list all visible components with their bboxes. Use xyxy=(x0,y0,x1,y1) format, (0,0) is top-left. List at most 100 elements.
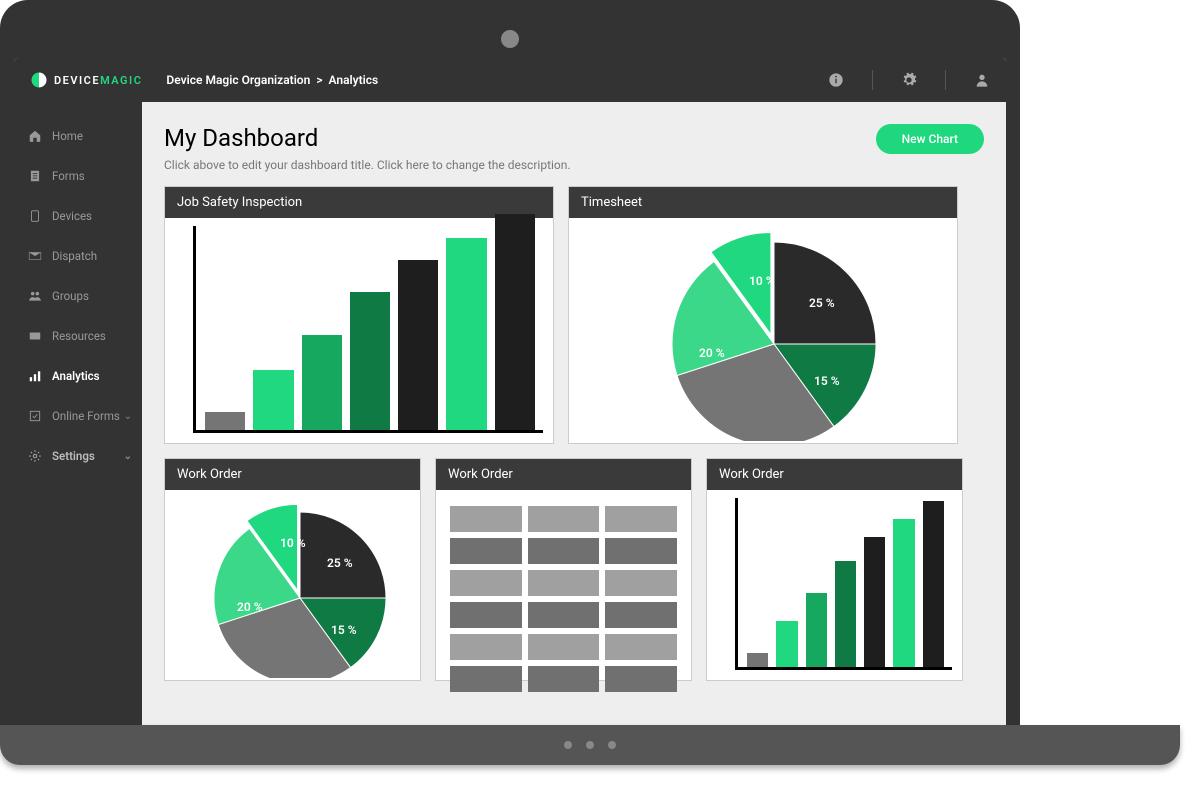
bar xyxy=(747,653,768,667)
chart-card[interactable]: Job Safety Inspection xyxy=(164,186,554,444)
table-cell xyxy=(605,570,677,596)
sidebar-item-settings[interactable]: Settings ⌄ xyxy=(14,436,142,476)
chart-card[interactable]: Work Order xyxy=(706,458,963,681)
camera-dot xyxy=(501,30,519,48)
breadcrumb-org[interactable]: Device Magic Organization xyxy=(166,73,310,87)
table-row xyxy=(450,506,677,532)
bar xyxy=(835,561,856,667)
sidebar-item-groups[interactable]: Groups xyxy=(14,276,142,316)
card-title: Work Order xyxy=(165,459,420,490)
table-cell xyxy=(450,666,522,692)
table-cell xyxy=(450,634,522,660)
sidebar-item-label: Groups xyxy=(52,289,89,303)
sidebar-item-label: Home xyxy=(52,129,83,143)
settings-icon xyxy=(28,449,42,463)
bar xyxy=(776,621,797,667)
topbar-divider xyxy=(872,70,873,90)
bar xyxy=(923,501,944,667)
sidebar-item-home[interactable]: Home xyxy=(14,116,142,156)
card-title: Work Order xyxy=(707,459,962,490)
chart-card[interactable]: Work Order xyxy=(435,458,692,681)
table-cell xyxy=(605,666,677,692)
breadcrumb-page[interactable]: Analytics xyxy=(329,73,379,87)
sidebar-item-label: Forms xyxy=(52,169,85,183)
bar xyxy=(806,593,827,667)
table-cell xyxy=(450,538,522,564)
breadcrumb[interactable]: Device Magic Organization > Analytics xyxy=(166,73,378,87)
page-title[interactable]: My Dashboard xyxy=(164,124,571,152)
sidebar-item-online-forms[interactable]: Online Forms ⌄ xyxy=(14,396,142,436)
table-cell xyxy=(528,570,600,596)
topbar: DEVICEMAGIC Device Magic Organization > … xyxy=(14,58,1006,102)
devices-icon xyxy=(28,209,42,223)
card-body xyxy=(707,490,962,680)
table-cell xyxy=(605,538,677,564)
card-body: 25 %15 %20 %10 % xyxy=(165,490,420,680)
table-cell xyxy=(528,602,600,628)
sidebar-item-label: Devices xyxy=(52,209,92,223)
table-cell xyxy=(450,570,522,596)
info-icon[interactable] xyxy=(828,72,844,88)
table-cell xyxy=(605,634,677,660)
laptop-base xyxy=(0,725,1180,765)
table-cell xyxy=(450,506,522,532)
topbar-divider xyxy=(945,70,946,90)
table-cell xyxy=(450,602,522,628)
sidebar-item-label: Analytics xyxy=(52,369,100,383)
table-row xyxy=(450,666,677,692)
chevron-down-icon: ⌄ xyxy=(124,451,132,462)
table-cell xyxy=(528,634,600,660)
sidebar-item-label: Online Forms xyxy=(52,409,120,423)
table-cell xyxy=(605,602,677,628)
bar xyxy=(253,370,293,430)
new-chart-button[interactable]: New Chart xyxy=(876,124,984,154)
card-body: 25 %15 %20 %10 % xyxy=(569,218,957,443)
analytics-icon xyxy=(28,369,42,383)
table-row xyxy=(450,570,677,596)
bar xyxy=(864,537,885,667)
chart-card[interactable]: Work Order25 %15 %20 %10 % xyxy=(164,458,421,681)
resources-icon xyxy=(28,329,42,343)
bar xyxy=(446,238,486,430)
sidebar-item-analytics[interactable]: Analytics xyxy=(14,356,142,396)
sidebar-item-label: Resources xyxy=(52,329,106,343)
chevron-down-icon: ⌄ xyxy=(124,411,132,422)
gear-icon[interactable] xyxy=(901,72,917,88)
page-subtitle[interactable]: Click above to edit your dashboard title… xyxy=(164,158,571,172)
table-cell xyxy=(528,538,600,564)
bar xyxy=(893,519,914,667)
bar xyxy=(350,292,390,430)
sidebar-item-forms[interactable]: Forms xyxy=(14,156,142,196)
bar xyxy=(205,412,245,430)
home-icon xyxy=(28,129,42,143)
sidebar-item-dispatch[interactable]: Dispatch xyxy=(14,236,142,276)
main-content: My Dashboard Click above to edit your da… xyxy=(142,102,1006,733)
logo[interactable]: DEVICEMAGIC xyxy=(30,71,142,89)
dispatch-icon xyxy=(28,249,42,263)
bar xyxy=(302,335,342,430)
chart-card[interactable]: Timesheet25 %15 %20 %10 % xyxy=(568,186,958,444)
card-title: Work Order xyxy=(436,459,691,490)
table-row xyxy=(450,538,677,564)
sidebar-item-label: Settings xyxy=(52,449,95,463)
sidebar-item-devices[interactable]: Devices xyxy=(14,196,142,236)
table-cell xyxy=(605,506,677,532)
table-row xyxy=(450,602,677,628)
breadcrumb-sep: > xyxy=(316,73,322,87)
sidebar-item-resources[interactable]: Resources xyxy=(14,316,142,356)
card-body xyxy=(436,490,691,680)
logo-icon xyxy=(30,71,48,89)
bar xyxy=(495,214,535,430)
bar xyxy=(398,260,438,430)
table-cell xyxy=(528,666,600,692)
logo-text: DEVICEMAGIC xyxy=(54,74,142,87)
groups-icon xyxy=(28,289,42,303)
online-icon xyxy=(28,409,42,423)
table-row xyxy=(450,634,677,660)
sidebar-item-label: Dispatch xyxy=(52,249,97,263)
card-title: Timesheet xyxy=(569,187,957,218)
card-body xyxy=(165,218,553,443)
sidebar: Home Forms Devices Dispatch Groups Resources A… xyxy=(14,102,142,733)
user-icon[interactable] xyxy=(974,72,990,88)
table-cell xyxy=(528,506,600,532)
